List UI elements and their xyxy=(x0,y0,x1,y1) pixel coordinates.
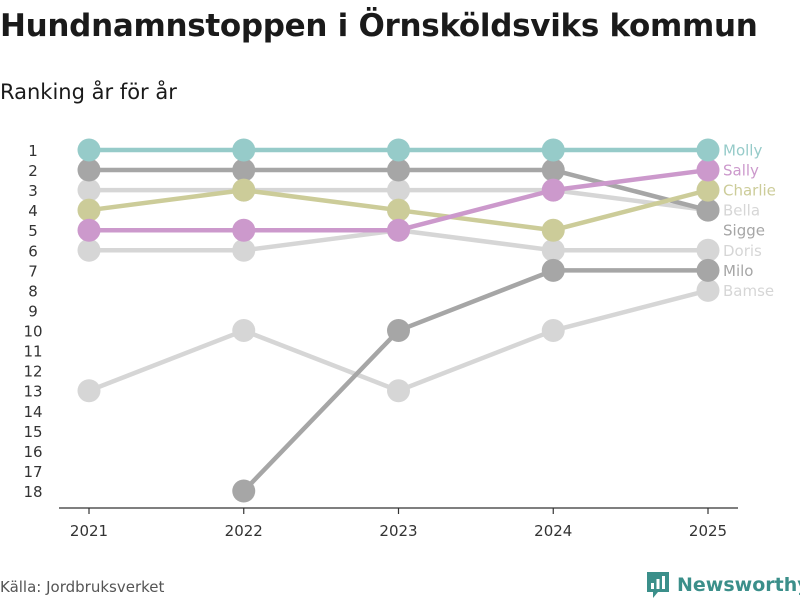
y-tick-label: 13 xyxy=(23,383,42,401)
data-point-sally xyxy=(232,218,256,242)
data-point-charlie xyxy=(541,218,565,242)
end-label-bamse: Bamse xyxy=(723,282,774,300)
chart-subtitle: Ranking år för år xyxy=(0,80,177,104)
end-label-doris: Doris xyxy=(723,242,762,260)
end-label-molly: Molly xyxy=(723,142,762,160)
data-point-sigge xyxy=(387,158,410,182)
end-label-milo: Milo xyxy=(723,262,753,280)
data-point-sally xyxy=(387,218,410,242)
data-point-doris xyxy=(232,238,256,262)
data-point-bella xyxy=(387,178,410,202)
end-label-sigge: Sigge xyxy=(723,222,765,240)
y-tick-label: 18 xyxy=(23,483,42,501)
data-point-milo xyxy=(696,258,720,282)
x-tick-label: 2024 xyxy=(534,522,572,540)
data-point-bamse xyxy=(232,319,256,343)
y-tick-label: 7 xyxy=(28,262,38,280)
series-sally xyxy=(77,158,720,242)
end-label-charlie: Charlie xyxy=(723,182,776,200)
brand-name: Newsworthy xyxy=(677,574,800,596)
data-point-charlie xyxy=(387,198,410,222)
y-tick-label: 4 xyxy=(28,202,38,220)
data-point-molly xyxy=(77,138,101,162)
y-tick-label: 12 xyxy=(23,363,42,381)
data-point-charlie xyxy=(232,178,256,202)
x-tick-label: 2021 xyxy=(70,522,108,540)
x-tick-label: 2025 xyxy=(689,522,727,540)
data-point-molly xyxy=(696,138,720,162)
data-point-sally xyxy=(541,178,565,202)
source-note: Källa: Jordbruksverket xyxy=(0,578,165,596)
x-tick-label: 2022 xyxy=(225,522,263,540)
data-point-sigge xyxy=(696,198,720,222)
data-point-molly xyxy=(387,138,410,162)
data-point-molly xyxy=(541,138,565,162)
series-group xyxy=(77,138,720,503)
data-point-milo xyxy=(232,479,256,503)
series-bamse xyxy=(77,278,720,403)
data-point-bella xyxy=(77,178,101,202)
end-labels: Molly Sally Charlie Bella Sigge Doris Milo Bams… xyxy=(723,142,776,300)
y-tick-label: 2 xyxy=(28,162,38,180)
y-tick-label: 10 xyxy=(23,323,42,341)
data-point-milo xyxy=(541,258,565,282)
data-point-sigge xyxy=(77,158,101,182)
newsworthy-icon xyxy=(647,572,669,598)
data-point-bamse xyxy=(77,379,101,403)
y-tick-label: 5 xyxy=(28,222,38,240)
end-label-sally: Sally xyxy=(723,162,759,180)
y-tick-label: 17 xyxy=(23,463,42,481)
x-tick-label: 2023 xyxy=(379,522,417,540)
chart-title: Hundnamnstoppen i Örnsköldsviks kommun xyxy=(0,8,758,44)
y-tick-label: 1 xyxy=(28,142,38,160)
newsworthy-logo: Newsworthy xyxy=(645,570,800,600)
x-axis: 2021 2022 2023 2024 2025 xyxy=(59,507,738,540)
data-point-bamse xyxy=(696,278,720,302)
data-point-doris xyxy=(77,238,101,262)
y-tick-label: 3 xyxy=(28,182,38,200)
data-point-sigge xyxy=(541,158,565,182)
series-molly xyxy=(77,138,720,162)
series-charlie xyxy=(77,178,720,242)
series-milo xyxy=(232,258,720,503)
y-tick-label: 9 xyxy=(28,302,38,320)
end-label-bella: Bella xyxy=(723,202,760,220)
data-point-doris xyxy=(541,238,565,262)
data-point-bamse xyxy=(541,319,565,343)
series-line-milo xyxy=(241,268,711,494)
data-point-molly xyxy=(232,138,256,162)
data-point-charlie xyxy=(77,198,101,222)
y-tick-label: 8 xyxy=(28,282,38,300)
data-point-milo xyxy=(387,319,410,343)
data-point-doris xyxy=(696,238,720,262)
data-point-sally xyxy=(77,218,101,242)
y-tick-label: 15 xyxy=(23,423,42,441)
y-tick-label: 16 xyxy=(23,443,42,461)
data-point-bamse xyxy=(387,379,410,403)
y-tick-label: 14 xyxy=(23,403,42,421)
data-point-sigge xyxy=(232,158,256,182)
data-point-sally xyxy=(696,158,720,182)
y-tick-label: 11 xyxy=(23,343,42,361)
y-tick-label: 6 xyxy=(28,242,38,260)
data-point-charlie xyxy=(696,178,720,202)
